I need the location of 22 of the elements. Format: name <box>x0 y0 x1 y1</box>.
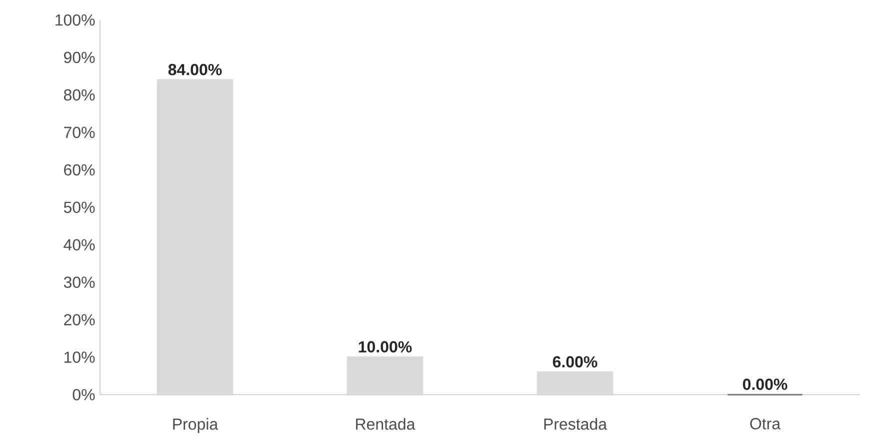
y-tick-label: 90% <box>64 52 95 64</box>
y-tick-label: 80% <box>64 89 95 101</box>
x-tick-label: Prestada <box>544 418 608 430</box>
bar <box>346 356 424 396</box>
y-tick-label: 60% <box>64 164 95 176</box>
x-tick-label: Propia <box>173 418 218 433</box>
y-tick-label: 10% <box>64 352 95 363</box>
data-label: 0.00% <box>742 378 788 390</box>
data-label: 84.00% <box>168 64 222 76</box>
y-tick-label: 20% <box>64 314 95 326</box>
data-label: 6.00% <box>552 356 598 368</box>
y-tick-label: 50% <box>64 202 95 213</box>
y-tick-label: 100% <box>56 14 95 26</box>
data-label: 10.00% <box>358 341 412 352</box>
y-tick-label: 30% <box>64 276 95 288</box>
x-tick-label: Rentada <box>356 418 416 430</box>
x-tick-label: Otra <box>750 418 781 430</box>
y-tick-label: 0% <box>72 389 95 400</box>
y-tick-label: 40% <box>64 239 95 250</box>
y-tick-label: 70% <box>64 126 95 138</box>
bar <box>156 79 234 396</box>
bar <box>536 371 614 396</box>
